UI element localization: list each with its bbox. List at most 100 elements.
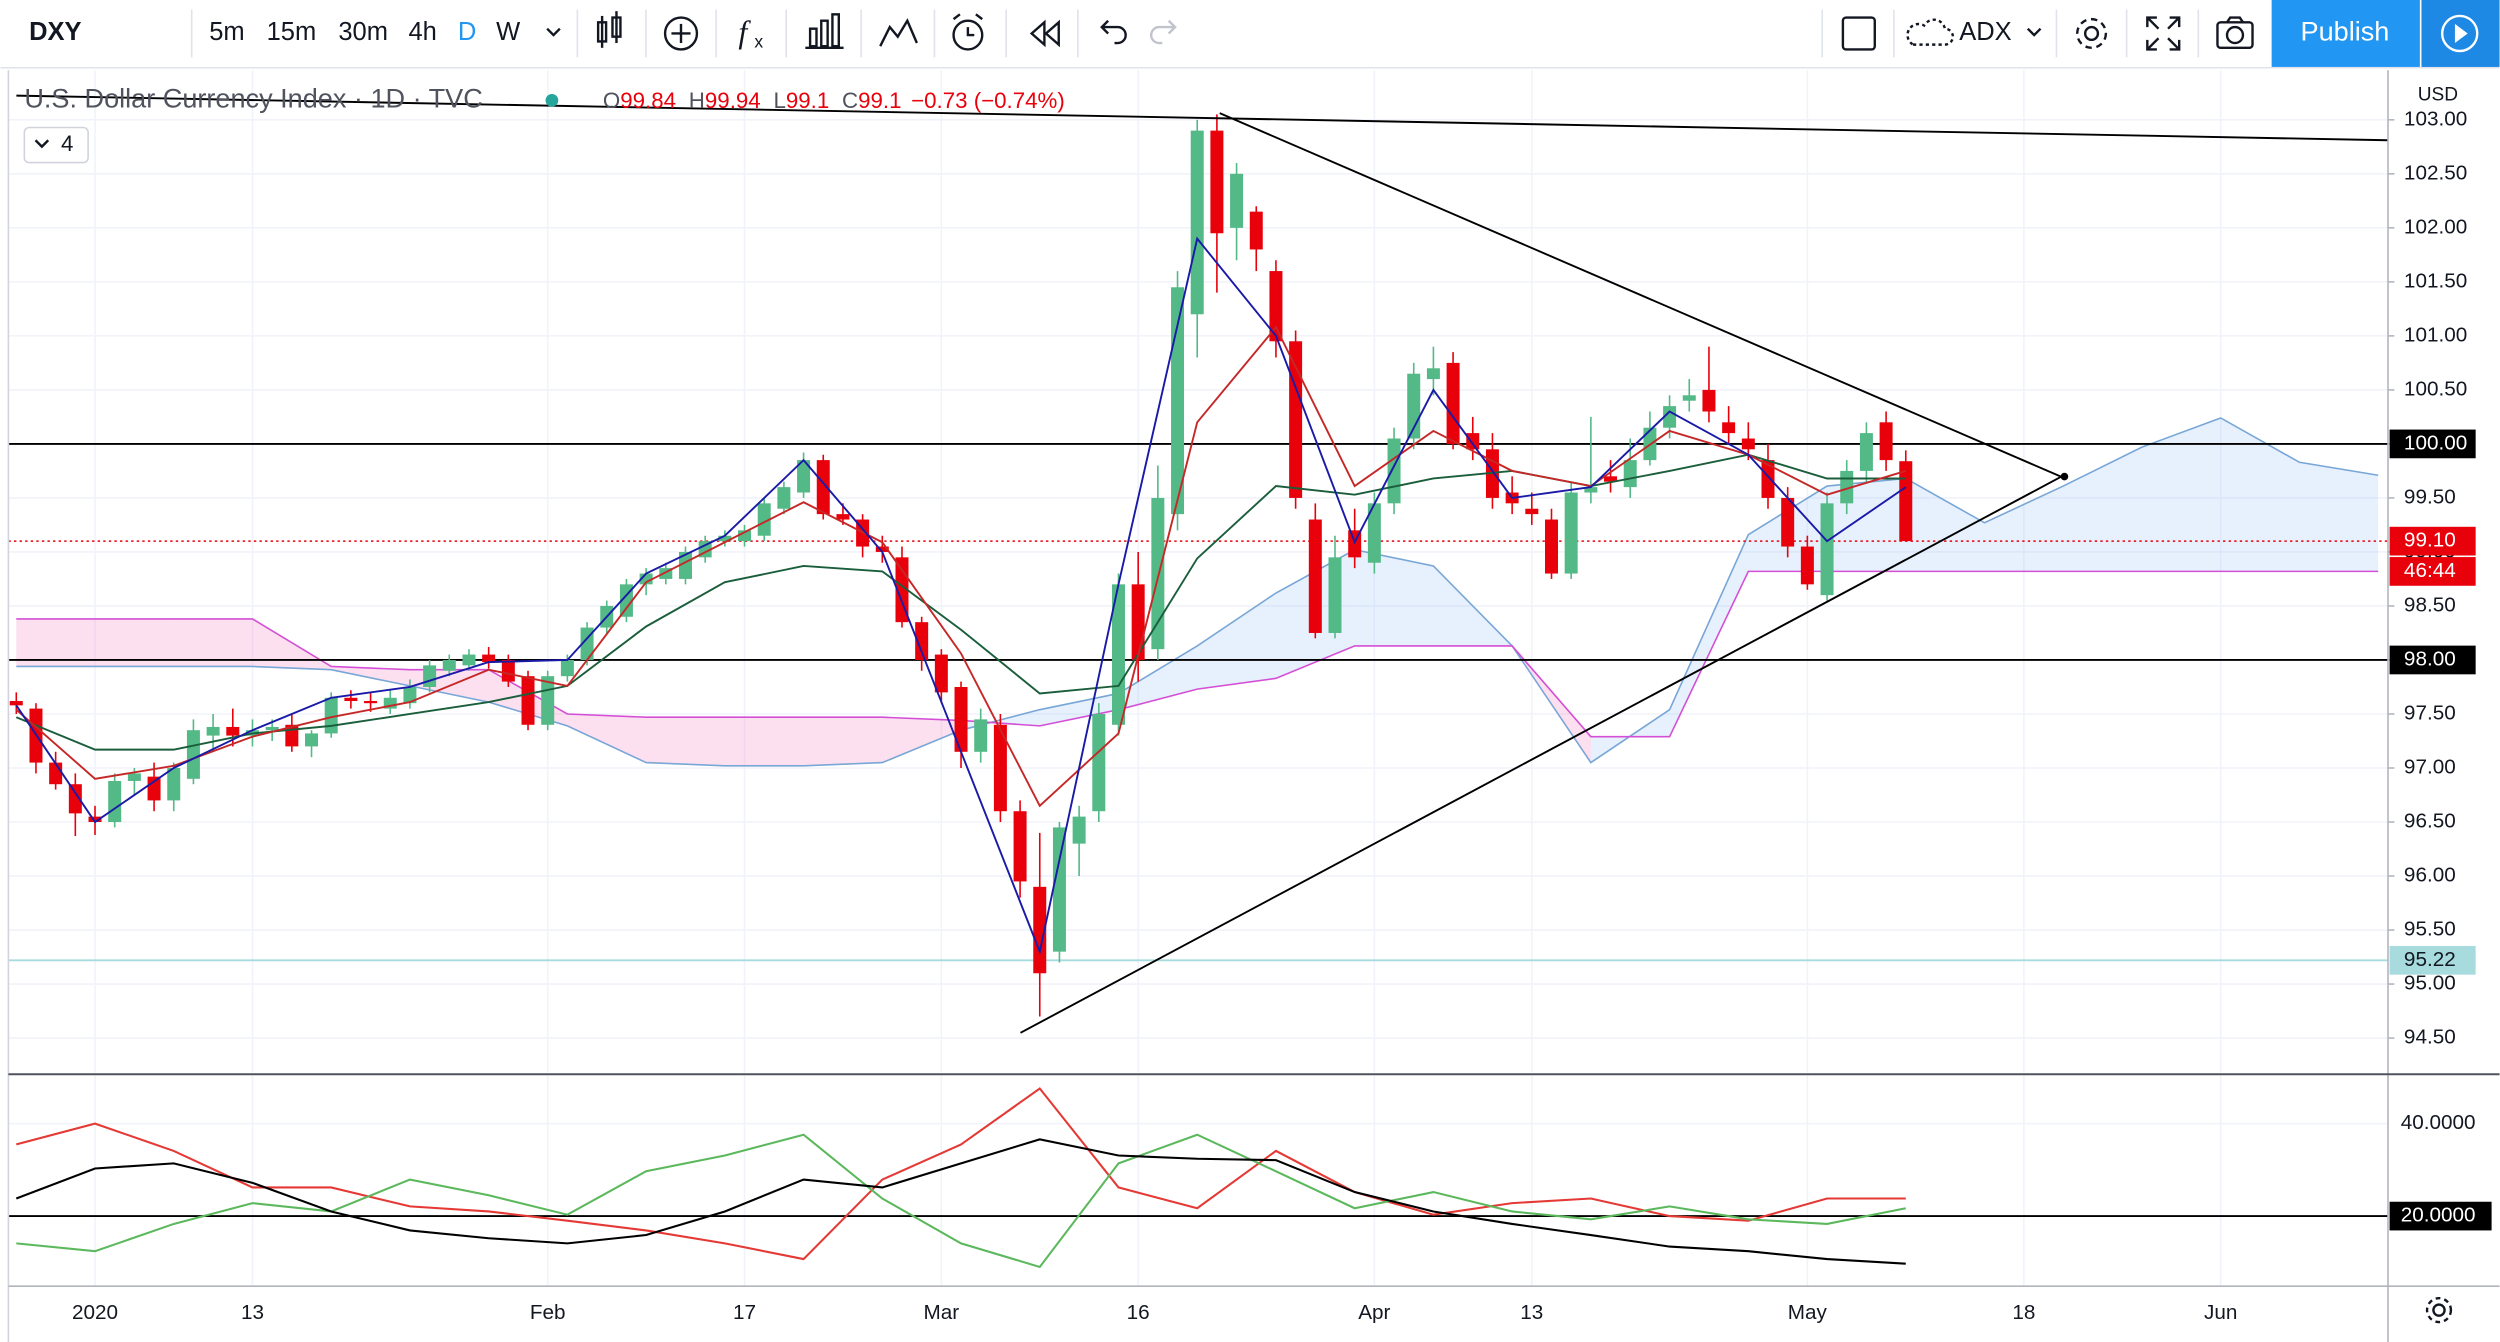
candle-body — [1800, 546, 1814, 585]
snapshot-icon[interactable] — [2216, 16, 2254, 50]
chevron-icon[interactable] — [546, 27, 561, 37]
candle-body — [88, 816, 102, 823]
candle-body — [954, 686, 968, 752]
interval[interactable]: 5m — [209, 18, 244, 46]
y-tick-label: 99.50 — [2404, 485, 2456, 508]
x-tick-label: 13 — [241, 1301, 264, 1324]
price-label-bg — [2389, 526, 2476, 556]
candle-body — [678, 551, 692, 579]
interval[interactable]: 30m — [338, 18, 388, 46]
cloud-fill — [646, 717, 725, 766]
candle-body — [1210, 130, 1224, 234]
candle-body — [521, 676, 535, 725]
x-tick-label: Jun — [2204, 1301, 2237, 1324]
settings-icon[interactable] — [2075, 17, 2108, 50]
price-label: 95.22 — [2404, 948, 2456, 971]
candle-body — [68, 784, 82, 814]
indicator-toggle[interactable] — [23, 126, 89, 164]
candle-body — [1584, 487, 1598, 493]
series-title: U.S. Dollar Currency Index · 1D · TVC — [24, 83, 482, 114]
candle-body — [974, 719, 988, 752]
candle-body — [9, 701, 23, 706]
y-tick-label: 102.50 — [2404, 161, 2467, 184]
candle-body — [1052, 827, 1066, 952]
candle-body — [1879, 422, 1893, 461]
publish-button[interactable] — [2271, 0, 2420, 67]
y-tick-label: 101.50 — [2404, 269, 2467, 292]
currency-label: USD — [2418, 85, 2458, 106]
cloud-fill — [1827, 478, 1906, 572]
trend-point — [2060, 472, 2069, 481]
ohlc-value: 99.1 — [858, 88, 901, 113]
candle-body — [993, 724, 1007, 812]
candle-body — [659, 568, 673, 579]
chevron-icon[interactable] — [2026, 27, 2042, 37]
ohlc-label: L — [773, 88, 785, 113]
candle-body — [1013, 811, 1027, 882]
layout-icon[interactable] — [1841, 16, 1876, 51]
candle-body — [383, 697, 397, 709]
candle-body — [1426, 368, 1440, 380]
cloud-fill — [882, 717, 962, 763]
change: −0.73 (−0.74%) — [911, 88, 1065, 113]
candle-body — [1564, 492, 1578, 574]
publish-label: Publish — [2301, 16, 2390, 47]
chevron-icon — [34, 139, 50, 149]
fullscreen-icon[interactable] — [2146, 16, 2181, 51]
candle-body — [816, 460, 830, 515]
candle-body — [147, 776, 161, 801]
candle-body — [1171, 287, 1185, 515]
candles-icon[interactable] — [596, 11, 622, 48]
y-tick-label: 96.00 — [2404, 863, 2456, 886]
add-icon[interactable] — [663, 16, 699, 51]
redo-icon[interactable] — [1150, 19, 1177, 45]
cloud-fill — [1354, 549, 1434, 646]
candle-body — [1604, 476, 1618, 482]
candle-body — [718, 535, 732, 542]
trend-line — [1219, 112, 2065, 480]
y-tick-label: 102.00 — [2404, 215, 2467, 238]
price-label: 99.10 — [2404, 529, 2456, 552]
candle-body — [1741, 438, 1755, 450]
cloud-fill — [2063, 447, 2142, 572]
candle-body — [501, 659, 515, 682]
candle-body — [1328, 557, 1342, 633]
alert-icon[interactable] — [952, 13, 984, 51]
candle-body — [1092, 713, 1106, 812]
interval[interactable]: 15m — [267, 18, 317, 46]
x-tick-label: May — [1788, 1301, 1828, 1324]
y-tick-label: 94.50 — [2404, 1026, 2456, 1049]
x-tick-label: Apr — [1358, 1301, 1390, 1324]
candle-body — [1781, 497, 1795, 547]
y-tick-label: 96.50 — [2404, 809, 2456, 832]
cloud-fill — [173, 618, 253, 667]
candle-layer — [9, 114, 1913, 1017]
axis-settings-icon[interactable] — [2425, 1296, 2453, 1324]
cloud-fill — [724, 717, 804, 766]
symbol[interactable]: DXY — [29, 18, 81, 46]
line-icon[interactable] — [879, 18, 918, 47]
indicator-name[interactable]: ADX — [1959, 18, 2011, 46]
cloud-fill — [803, 717, 883, 766]
interval-active[interactable]: D — [458, 18, 476, 46]
toolbar-bg — [0, 0, 2500, 67]
candle-body — [108, 780, 122, 823]
overlay-layer — [15, 236, 1907, 1269]
candle-body — [1367, 503, 1381, 563]
y-tick-label: 101.00 — [2404, 323, 2467, 346]
candle-body — [482, 654, 496, 663]
candle-body — [1466, 433, 1480, 450]
ohlc-legend: O99.84 H99.94 L99.1 C99.1 −0.73 (−0.74%) — [603, 88, 1065, 113]
bars-icon[interactable] — [805, 13, 844, 50]
candle-body — [1308, 519, 1322, 633]
cloud-fill — [1984, 486, 2064, 572]
undo-icon[interactable] — [1100, 19, 1127, 45]
replay-icon[interactable] — [1029, 19, 1060, 48]
candle-body — [934, 654, 948, 693]
interval[interactable]: 4h — [408, 18, 436, 46]
interval[interactable]: W — [496, 18, 520, 46]
candle-body — [1131, 584, 1145, 660]
cloud-icon[interactable] — [1906, 18, 1954, 46]
candle-body — [797, 460, 811, 493]
